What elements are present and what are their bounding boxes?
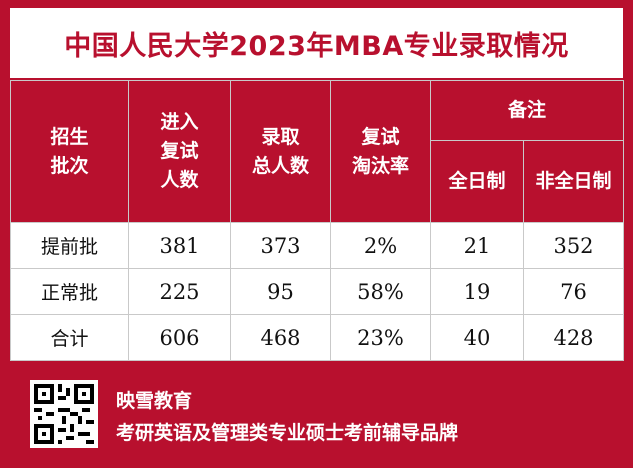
header-admitted: 录取 总人数 [230,80,331,223]
cell-batch: 合计 [10,314,129,361]
page-title: 中国人民大学2023年MBA专业录取情况 [64,30,569,62]
cell-admitted: 468 [230,314,331,361]
cell-elimination: 23% [330,314,431,361]
qr-code-icon [30,380,98,448]
cell-batch: 提前批 [10,222,129,269]
cell-part-time: 76 [522,268,625,315]
cell-batch: 正常批 [10,268,129,315]
table-row: 合计 606 468 23% 40 428 [10,314,625,361]
table-row: 正常批 225 95 58% 19 76 [10,268,625,315]
cell-elimination: 2% [330,222,431,269]
header-batch: 招生 批次 [10,80,129,223]
cell-admitted: 373 [230,222,331,269]
title-banner: 中国人民大学2023年MBA专业录取情况 [10,8,623,78]
cell-full-time: 21 [430,222,524,269]
cell-elimination: 58% [330,268,431,315]
header-remarks: 备注 [429,80,625,141]
header-part-time: 非全日制 [522,140,625,223]
brand-name: 映雪教育 [116,390,193,412]
cell-part-time: 352 [522,222,625,269]
cell-admitted: 95 [230,268,331,315]
admission-table: 招生 批次 进入 复试 人数 录取 总人数 复试 淘汰率 备注 全日制 非全日制… [10,80,625,361]
cell-part-time: 428 [522,314,625,361]
cell-retest: 606 [128,314,231,361]
cell-retest: 225 [128,268,231,315]
header-retest: 进入 复试 人数 [128,80,231,223]
table-row: 提前批 381 373 2% 21 352 [10,222,625,269]
cell-full-time: 19 [430,268,524,315]
cell-full-time: 40 [430,314,524,361]
brand-slogan: 考研英语及管理类专业硕士考前辅导品牌 [116,422,459,444]
footer: 映雪教育 考研英语及管理类专业硕士考前辅导品牌 [10,370,623,460]
header-full-time: 全日制 [430,140,524,223]
header-elimination: 复试 淘汰率 [330,80,431,223]
cell-retest: 381 [128,222,231,269]
